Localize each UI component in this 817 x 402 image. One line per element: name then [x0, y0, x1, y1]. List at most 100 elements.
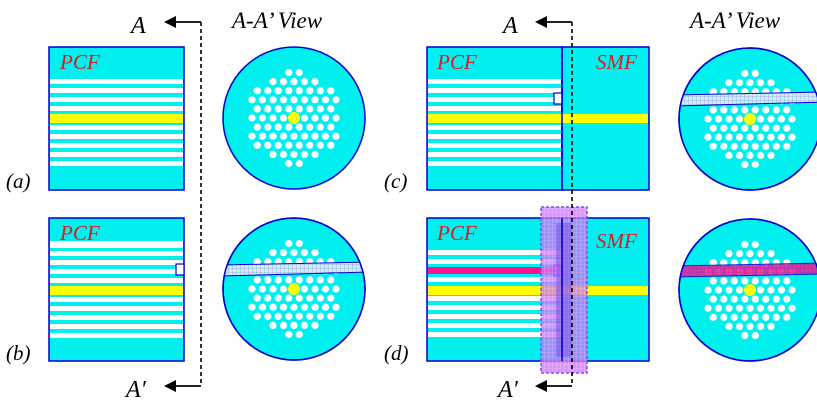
air-hole [253, 276, 261, 284]
air-hole [290, 96, 298, 104]
air-hole [253, 312, 261, 320]
panel-d-cross-section [678, 218, 817, 362]
air-hole [300, 249, 309, 257]
air-hole [714, 133, 723, 141]
air-hole [248, 285, 256, 293]
air-hole-rows [50, 79, 183, 166]
air-hole [285, 330, 293, 339]
section-line-right: A A′ A-A’ View [496, 8, 781, 402]
pcf-label: PCF [59, 50, 100, 74]
air-hole [788, 304, 796, 312]
air-hole [264, 105, 272, 113]
air-hole [725, 322, 733, 330]
air-hole [751, 277, 759, 285]
air-hole [295, 68, 303, 77]
air-hole [279, 321, 288, 329]
air-hole [777, 115, 786, 123]
air-hole [264, 258, 272, 266]
air-hole [751, 331, 759, 340]
air-hole [253, 141, 261, 149]
fiber-core [288, 112, 300, 124]
air-hole [295, 159, 303, 168]
panel-a-side: PCF (a) [6, 46, 185, 193]
air-hole [327, 105, 335, 113]
section-label-a: A [501, 13, 518, 39]
arrow-left-icon [535, 380, 547, 392]
panel-d-side: PCF SMF (d) [384, 206, 650, 374]
air-hole [735, 322, 744, 330]
air-hole [788, 133, 796, 141]
air-hole [274, 276, 282, 284]
air-hole [300, 96, 309, 104]
air-hole [269, 132, 277, 140]
air-hole [269, 150, 277, 158]
air-hole [306, 87, 314, 95]
air-hole [248, 96, 256, 104]
air-hole [720, 124, 728, 132]
pcf-label: PCF [436, 221, 477, 245]
air-hole [264, 294, 272, 302]
air-hole [772, 277, 780, 285]
air-hole [725, 151, 733, 159]
air-hole [756, 286, 765, 294]
air-hole [253, 123, 261, 131]
air-hole [248, 132, 256, 140]
air-hole [741, 331, 749, 340]
air-hole [767, 133, 775, 141]
air-hole [704, 286, 712, 294]
air-hole [756, 151, 765, 159]
air-hole [285, 159, 293, 168]
air-hole [735, 151, 744, 159]
side-channel-opening [175, 263, 185, 276]
filled-side-channel [428, 267, 561, 274]
air-hole [756, 322, 765, 330]
air-hole [316, 276, 324, 284]
air-hole [741, 313, 749, 321]
air-hole [730, 313, 738, 321]
air-hole [316, 312, 324, 320]
air-hole [258, 96, 267, 104]
air-hole [253, 87, 261, 95]
air-hole [274, 294, 282, 302]
air-hole [285, 312, 293, 320]
air-hole [720, 106, 728, 114]
smf-label: SMF [596, 50, 637, 74]
air-hole [311, 150, 319, 158]
air-hole [777, 304, 786, 312]
fiber-core [428, 114, 648, 123]
side-channel-opening [553, 92, 563, 105]
air-hole [746, 151, 754, 159]
air-hole [279, 303, 288, 311]
air-hole [279, 78, 288, 86]
air-hole [741, 160, 749, 169]
air-hole [269, 96, 277, 104]
fiber-core [744, 113, 756, 125]
air-hole [714, 304, 723, 312]
air-hole [762, 106, 770, 114]
air-hole [751, 69, 759, 78]
air-hole [316, 105, 324, 113]
air-hole [279, 150, 288, 158]
air-hole [311, 303, 319, 311]
air-hole [741, 69, 749, 78]
air-hole [756, 79, 765, 87]
air-hole [783, 295, 791, 303]
air-hole [290, 303, 298, 311]
air-hole [295, 330, 303, 339]
air-hole [306, 105, 314, 113]
air-hole [720, 295, 728, 303]
air-hole [714, 115, 723, 123]
air-hole [725, 133, 733, 141]
air-hole [756, 304, 765, 312]
air-hole [741, 277, 749, 285]
air-hole [264, 312, 272, 320]
air-hole [279, 249, 288, 257]
air-hole [279, 132, 288, 140]
air-hole [751, 142, 759, 150]
air-hole [725, 304, 733, 312]
air-hole [253, 258, 261, 266]
air-hole [762, 277, 770, 285]
air-hole [300, 114, 309, 122]
air-hole [746, 79, 754, 87]
air-hole [311, 96, 319, 104]
